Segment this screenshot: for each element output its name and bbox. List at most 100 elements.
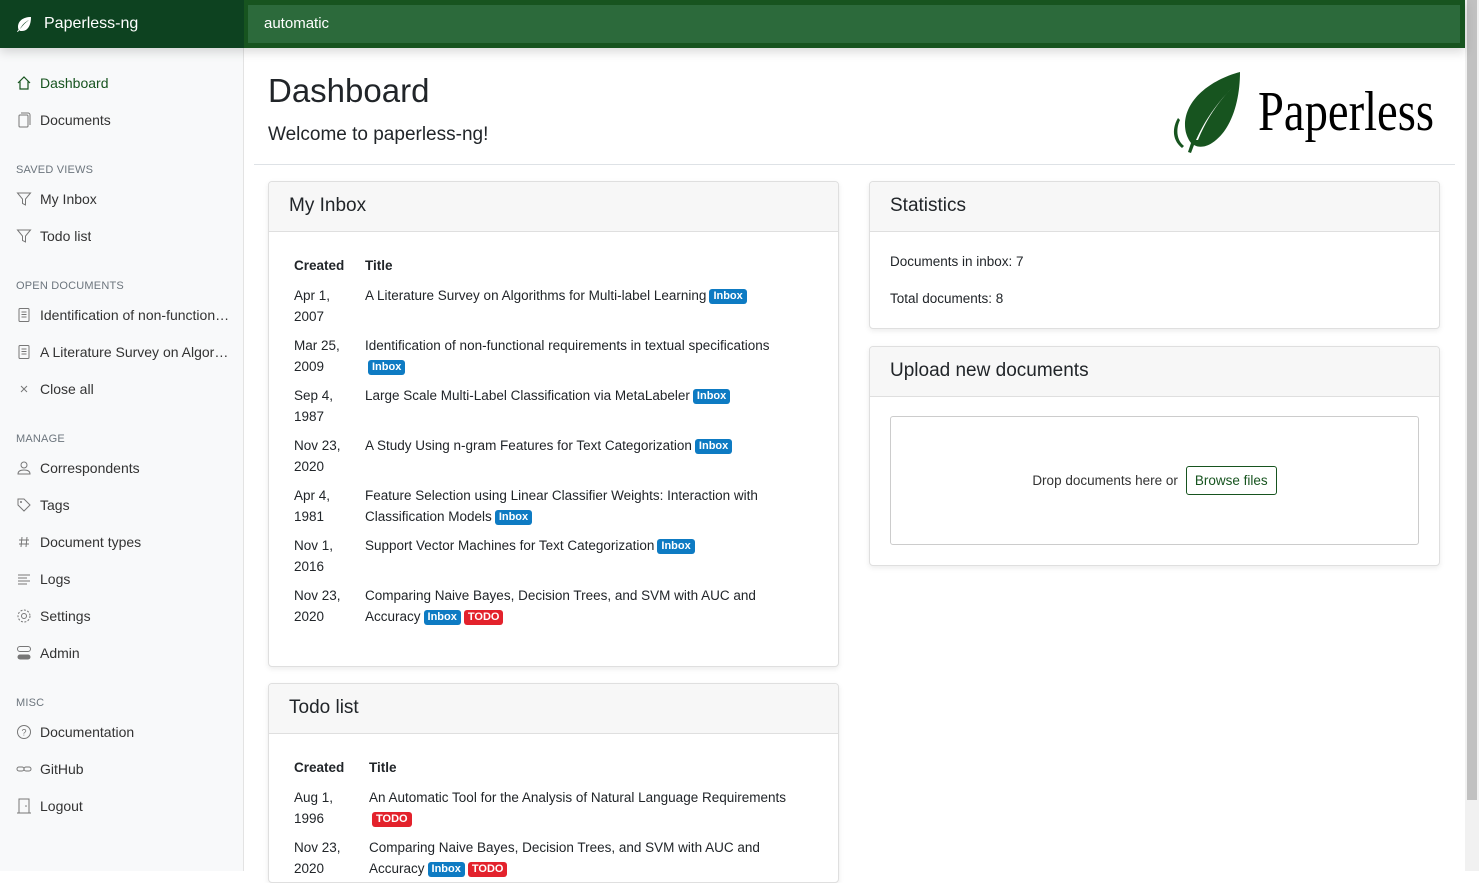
sidebar-item-close-all[interactable]: Close all (16, 379, 231, 399)
created-date: Apr 1, 2007 (294, 288, 331, 324)
leaf-logo-icon (17, 17, 31, 32)
card-title[interactable]: My Inbox (269, 182, 838, 232)
created-date: Apr 4, 1981 (294, 488, 331, 524)
column-header-title[interactable]: Title (365, 258, 393, 273)
tag-badge-inbox[interactable]: Inbox (692, 389, 731, 404)
sidebar-heading: OPEN DOCUMENTS (16, 280, 124, 292)
created-date: Aug 1, 1996 (294, 790, 334, 826)
statistics-card: Statistics Documents in inbox: 7 Total d… (869, 181, 1440, 329)
sidebar-heading: MANAGE (16, 433, 65, 445)
column-header-title[interactable]: Title (369, 760, 397, 775)
document-title[interactable]: Large Scale Multi-Label Classification v… (365, 388, 690, 403)
tag-badge-inbox[interactable]: Inbox (709, 289, 747, 304)
question-circle-icon: ? (16, 724, 32, 740)
sidebar-item-logs[interactable]: Logs (16, 569, 231, 589)
tags-icon (16, 497, 32, 513)
sidebar-item-a-literature-survey-on-algorit[interactable]: A Literature Survey on Algorithms for Mu… (16, 342, 231, 362)
sidebar-item-label: Close all (40, 381, 94, 397)
sidebar-item-todo-list[interactable]: Todo list (16, 226, 231, 246)
sidebar-item-label: Logout (40, 798, 83, 814)
sidebar-item-label: Admin (40, 645, 80, 661)
tag-badge-inbox[interactable]: Inbox (423, 610, 461, 625)
sidebar-item-label: Correspondents (40, 460, 140, 476)
toggles-icon (16, 645, 32, 661)
sidebar-item-label: Dashboard (40, 75, 109, 91)
sidebar-item-settings[interactable]: Settings (16, 606, 231, 626)
funnel-icon (16, 228, 32, 244)
document-title[interactable]: A Study Using n-gram Features for Text C… (365, 438, 692, 453)
sidebar-item-github[interactable]: GitHub (16, 759, 231, 779)
door-icon (16, 798, 32, 814)
card-title[interactable]: Todo list (269, 684, 838, 734)
scrollbar-thumb[interactable] (1467, 0, 1477, 800)
sidebar-item-label: Documentation (40, 724, 135, 740)
my-inbox-card: My Inbox Created Title Apr 1, 2007 A Litera… (268, 181, 839, 667)
tag-badge-todo[interactable]: TODO (463, 610, 504, 625)
column-header-created[interactable]: Created (294, 760, 345, 775)
tag-badge-inbox[interactable]: Inbox (368, 360, 406, 375)
drop-zone[interactable]: Drop documents here or Browse files (890, 416, 1419, 545)
created-date: Mar 25, 2009 (294, 338, 340, 374)
upload-card: Upload new documents Drop documents here… (869, 346, 1440, 566)
sidebar-item-documentation[interactable]: ? Documentation (16, 722, 231, 742)
tag-badge-inbox[interactable]: Inbox (694, 439, 733, 454)
tag-badge-inbox[interactable]: Inbox (494, 510, 533, 525)
created-date: Nov 23, 2020 (294, 840, 341, 876)
sidebar-item-dashboard[interactable]: Dashboard (16, 73, 231, 93)
card-title: Upload new documents (870, 347, 1439, 397)
file-text-icon (16, 307, 32, 323)
sidebar-item-admin[interactable]: Admin (16, 643, 231, 663)
created-date: Nov 1, 2016 (294, 538, 334, 574)
sidebar-item-label: Documents (40, 112, 111, 128)
document-title[interactable]: A Literature Survey on Algorithms for Mu… (365, 288, 707, 303)
search-input[interactable]: automatic (248, 5, 1460, 43)
tag-badge-todo[interactable]: TODO (372, 812, 412, 827)
tag-badge-inbox[interactable]: Inbox (657, 539, 695, 554)
document-title[interactable]: Comparing Naive Bayes, Decision Trees, a… (365, 588, 756, 624)
browse-files-button[interactable]: Browse files (1185, 466, 1277, 495)
sidebar-item-label: A Literature Survey on Algorithms for Mu… (40, 344, 231, 360)
sidebar-item-identification-of-non-function[interactable]: Identification of non-functional require… (16, 305, 231, 325)
total-count: Total documents: 8 (890, 291, 1004, 306)
sidebar-item-documents[interactable]: Documents (16, 110, 231, 130)
sidebar-item-correspondents[interactable]: Correspondents (16, 458, 231, 478)
house-icon (16, 75, 32, 91)
scrollbar[interactable] (1465, 0, 1479, 871)
page-title: Dashboard (268, 72, 430, 109)
sidebar-item-label: Todo list (40, 228, 92, 244)
sidebar-item-label: Tags (40, 497, 70, 513)
tag-badge-inbox[interactable]: Inbox (427, 862, 465, 877)
divider (254, 164, 1455, 165)
sidebar-item-label: Logs (40, 571, 71, 587)
sidebar-item-tags[interactable]: Tags (16, 495, 231, 515)
sidebar-heading: SAVED VIEWS (16, 164, 94, 176)
sidebar-item-label: Settings (40, 608, 91, 624)
sidebar-item-label: Document types (40, 534, 142, 550)
drop-text: Drop documents here or (1032, 473, 1178, 488)
sidebar-item-label: Identification of non-functional require… (40, 307, 231, 323)
files-icon (16, 112, 32, 128)
funnel-icon (16, 191, 32, 207)
sidebar-item-document-types[interactable]: Document types (16, 532, 231, 552)
link-icon (16, 761, 32, 777)
document-title[interactable]: Identification of non-functional require… (365, 338, 770, 353)
document-title[interactable]: Support Vector Machines for Text Categor… (365, 538, 655, 553)
tag-badge-todo[interactable]: TODO (467, 862, 508, 877)
sidebar-item-logout[interactable]: Logout (16, 796, 231, 816)
created-date: Nov 23, 2020 (294, 438, 341, 474)
brand[interactable]: Paperless-ng (0, 0, 244, 48)
column-header-created[interactable]: Created (294, 258, 345, 273)
x-icon (16, 381, 32, 397)
text-left-icon (16, 571, 32, 587)
sidebar-item-label: GitHub (40, 761, 84, 777)
paperless-logo: Paperless (1170, 70, 1440, 158)
created-date: Nov 23, 2020 (294, 588, 341, 624)
inbox-count: Documents in inbox: 7 (890, 254, 1024, 269)
sidebar-item-my-inbox[interactable]: My Inbox (16, 189, 231, 209)
todo-list-card: Todo list Created Title Aug 1, 1996 An Auto… (268, 683, 839, 883)
app-name: Paperless-ng (44, 15, 139, 32)
document-title[interactable]: An Automatic Tool for the Analysis of Na… (369, 790, 786, 805)
hash-icon (16, 534, 32, 550)
leaf-logo-icon (1185, 72, 1240, 153)
document-title[interactable]: Feature Selection using Linear Classifie… (365, 488, 758, 524)
